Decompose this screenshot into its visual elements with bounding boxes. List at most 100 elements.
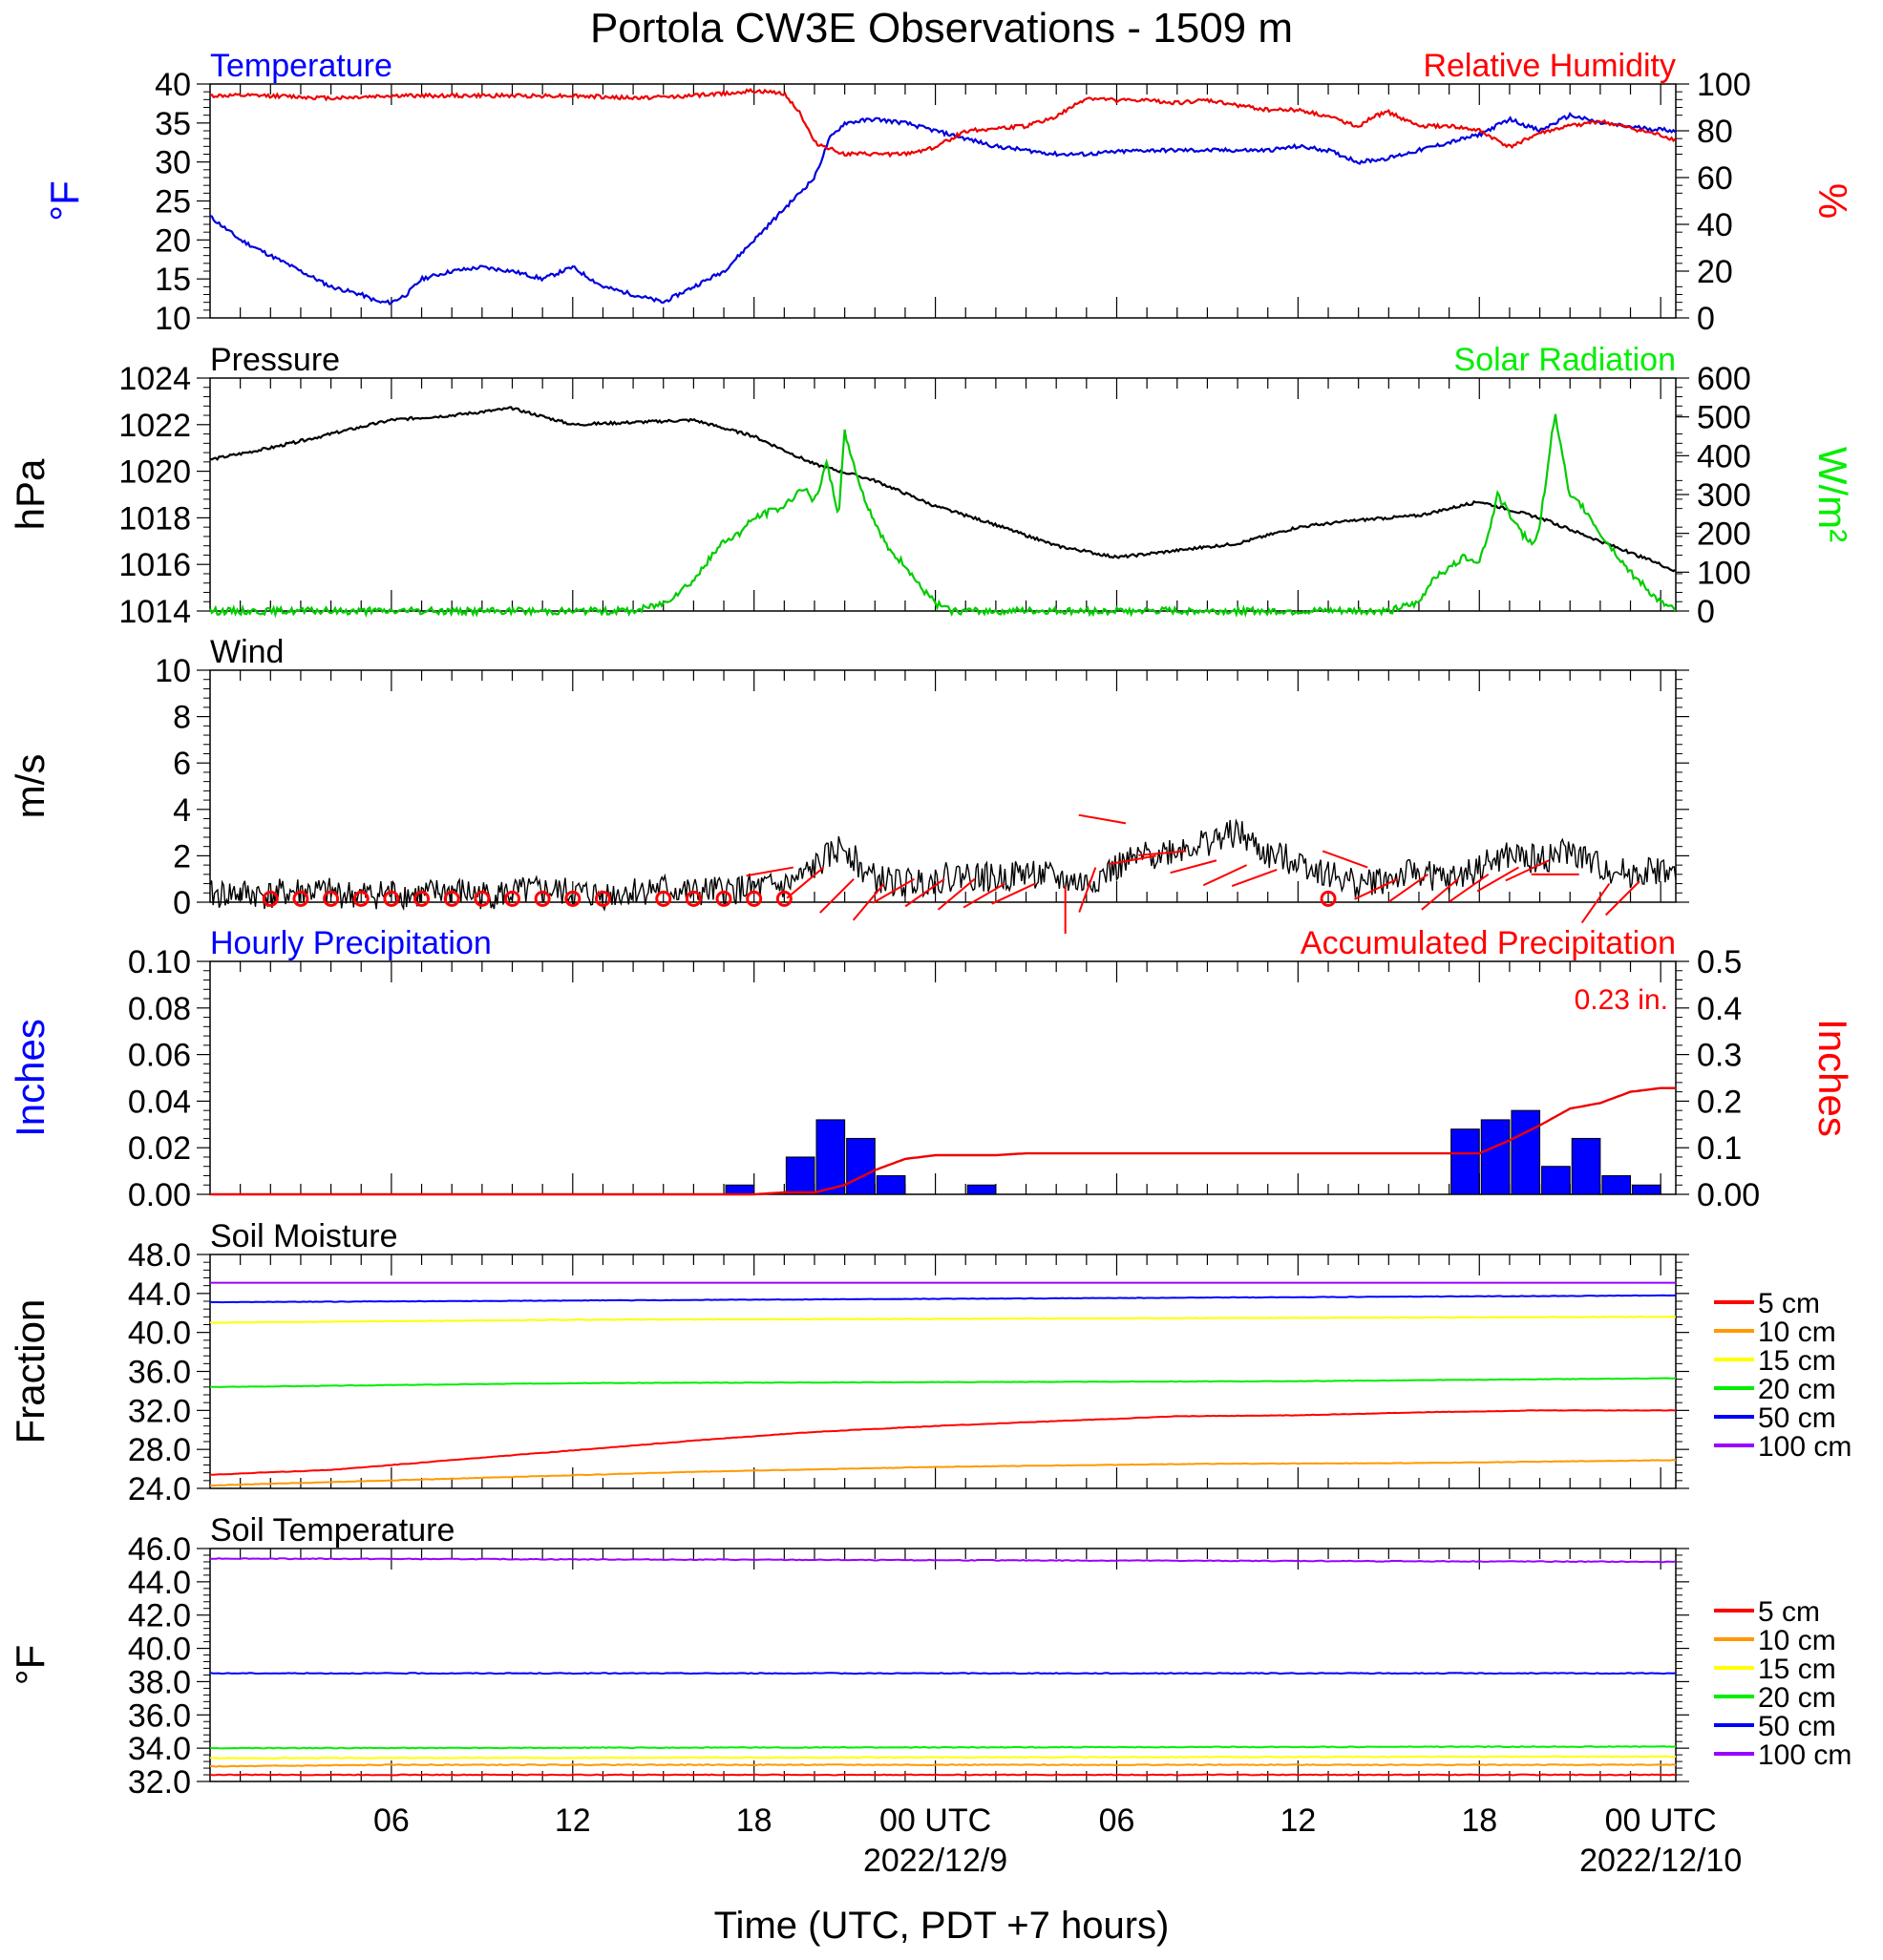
panel-frame xyxy=(209,1548,1677,1782)
y-tick-label-left: 28.0 xyxy=(128,1432,191,1468)
legend-label: 10 cm xyxy=(1758,1625,1836,1656)
precip-bar xyxy=(1480,1119,1511,1195)
panel-title-left: Pressure xyxy=(210,342,340,378)
calm-marker xyxy=(262,890,279,907)
panel-title-right: Relative Humidity xyxy=(1423,48,1676,84)
y-axis-label-left: Fraction xyxy=(8,1299,53,1444)
precip-bar xyxy=(876,1174,906,1195)
x-tick-label: 00 UTC xyxy=(1605,1802,1717,1839)
wind-barb xyxy=(1505,859,1550,882)
y-tick-label-left: 2 xyxy=(173,838,191,875)
wind-barb xyxy=(852,882,885,921)
soil-line-4 xyxy=(209,1672,1677,1675)
y-tick-label-right: 0.4 xyxy=(1697,991,1742,1027)
soil-line-5 xyxy=(209,1557,1677,1564)
y-tick-label-left: 35 xyxy=(155,106,191,142)
wind-barb xyxy=(786,866,825,899)
series-line-1 xyxy=(209,413,1677,619)
y-axis-label-left: Inches xyxy=(8,1019,53,1137)
calm-marker xyxy=(775,890,793,907)
precip-bar xyxy=(1511,1109,1541,1195)
calm-marker xyxy=(503,890,520,907)
y-tick-label-right: 0.00 xyxy=(1697,1177,1760,1213)
y-tick-label-right: 600 xyxy=(1697,361,1751,397)
y-axis-label-right: % xyxy=(1810,183,1855,219)
soil-line-3 xyxy=(209,1745,1677,1750)
y-tick-label-right: 20 xyxy=(1697,254,1733,290)
wind-barb xyxy=(1580,882,1611,924)
precip-bar xyxy=(846,1137,876,1195)
y-tick-label-left: 0.02 xyxy=(128,1130,191,1167)
calm-marker xyxy=(1320,890,1337,907)
legend-label: 50 cm xyxy=(1758,1711,1836,1742)
wind-barb xyxy=(904,877,945,908)
precip-bar xyxy=(1632,1184,1661,1195)
y-tick-label-left: 20 xyxy=(155,222,191,259)
series-line-1 xyxy=(209,88,1677,158)
y-axis-label-right: Inches xyxy=(1810,1019,1855,1137)
y-tick-label-left: 32.0 xyxy=(128,1764,191,1801)
calm-marker xyxy=(292,890,309,907)
y-tick-label-left: 40.0 xyxy=(128,1316,191,1352)
soil-line-2 xyxy=(209,1316,1677,1324)
y-tick-label-right: 500 xyxy=(1697,400,1751,436)
panel-5: 32.034.036.038.040.042.044.046.0 Soil Tem… xyxy=(8,1512,1851,1879)
precip-bar xyxy=(1541,1166,1571,1195)
y-tick-label-right: 80 xyxy=(1697,114,1733,150)
y-tick-label-left: 44.0 xyxy=(128,1276,191,1313)
calm-marker xyxy=(685,890,702,907)
calm-marker xyxy=(383,890,400,907)
calm-marker xyxy=(564,890,582,907)
panel-1: 1014 1016 1018 1020 1022 1024 0100200300400500… xyxy=(8,342,1855,630)
y-tick-label-left: 48.0 xyxy=(128,1237,191,1274)
y-tick-label-left: 1016 xyxy=(118,547,191,583)
y-tick-label-right: 100 xyxy=(1697,67,1751,103)
wind-barb xyxy=(963,882,1005,909)
series-line-0 xyxy=(209,111,1677,306)
legend-label: 100 cm xyxy=(1758,1739,1851,1771)
y-tick-label-right: 0.2 xyxy=(1697,1084,1742,1120)
calm-marker xyxy=(474,890,491,907)
y-tick-label-right: 0.5 xyxy=(1697,944,1742,980)
wind-barb xyxy=(1109,854,1156,866)
x-tick-label: 00 UTC xyxy=(879,1802,991,1839)
calm-marker xyxy=(443,890,460,907)
y-tick-label-right: 100 xyxy=(1697,555,1751,591)
y-tick-label-left: 46.0 xyxy=(128,1531,191,1568)
wind-barb xyxy=(1322,850,1368,869)
wind-barb xyxy=(1170,859,1217,875)
y-tick-label-left: 40.0 xyxy=(128,1632,191,1668)
y-tick-label-left: 0.04 xyxy=(128,1084,191,1120)
y-tick-label-left: 0.08 xyxy=(128,991,191,1027)
y-axis-label-left: °F xyxy=(42,180,87,221)
legend-label: 5 cm xyxy=(1758,1288,1820,1319)
x-tick-label: 18 xyxy=(1461,1802,1497,1839)
panel-frame xyxy=(209,1254,1677,1489)
calm-marker xyxy=(323,890,340,907)
panel-title-left: Temperature xyxy=(210,48,392,84)
legend-label: 20 cm xyxy=(1758,1374,1836,1405)
panel-frame xyxy=(209,83,1677,319)
y-tick-label-right: 0 xyxy=(1697,594,1715,630)
y-axis-label-left: hPa xyxy=(8,458,53,530)
wind-barb xyxy=(819,877,855,914)
soil-line-0 xyxy=(209,1409,1677,1476)
panel-title-left: Soil Moisture xyxy=(210,1218,398,1254)
precip-bar xyxy=(785,1156,815,1195)
soil-line-3 xyxy=(209,1377,1677,1388)
y-tick-label-left: 1020 xyxy=(118,454,191,491)
precip-bar xyxy=(815,1119,846,1195)
panel-frame xyxy=(209,377,1677,612)
calm-marker xyxy=(352,890,370,907)
x-tick-date: 2022/12/9 xyxy=(863,1843,1007,1879)
y-tick-label-left: 4 xyxy=(173,792,191,829)
wind-speed-line xyxy=(209,818,1677,912)
y-axis-label-left: m/s xyxy=(8,754,53,819)
soil-line-1 xyxy=(210,1763,1677,1768)
y-tick-label-left: 0.10 xyxy=(128,944,191,980)
series-line-0 xyxy=(209,406,1676,573)
precip-bar xyxy=(1571,1137,1601,1195)
y-tick-label-left: 34.0 xyxy=(128,1731,191,1767)
y-tick-label-left: 1014 xyxy=(118,594,191,630)
